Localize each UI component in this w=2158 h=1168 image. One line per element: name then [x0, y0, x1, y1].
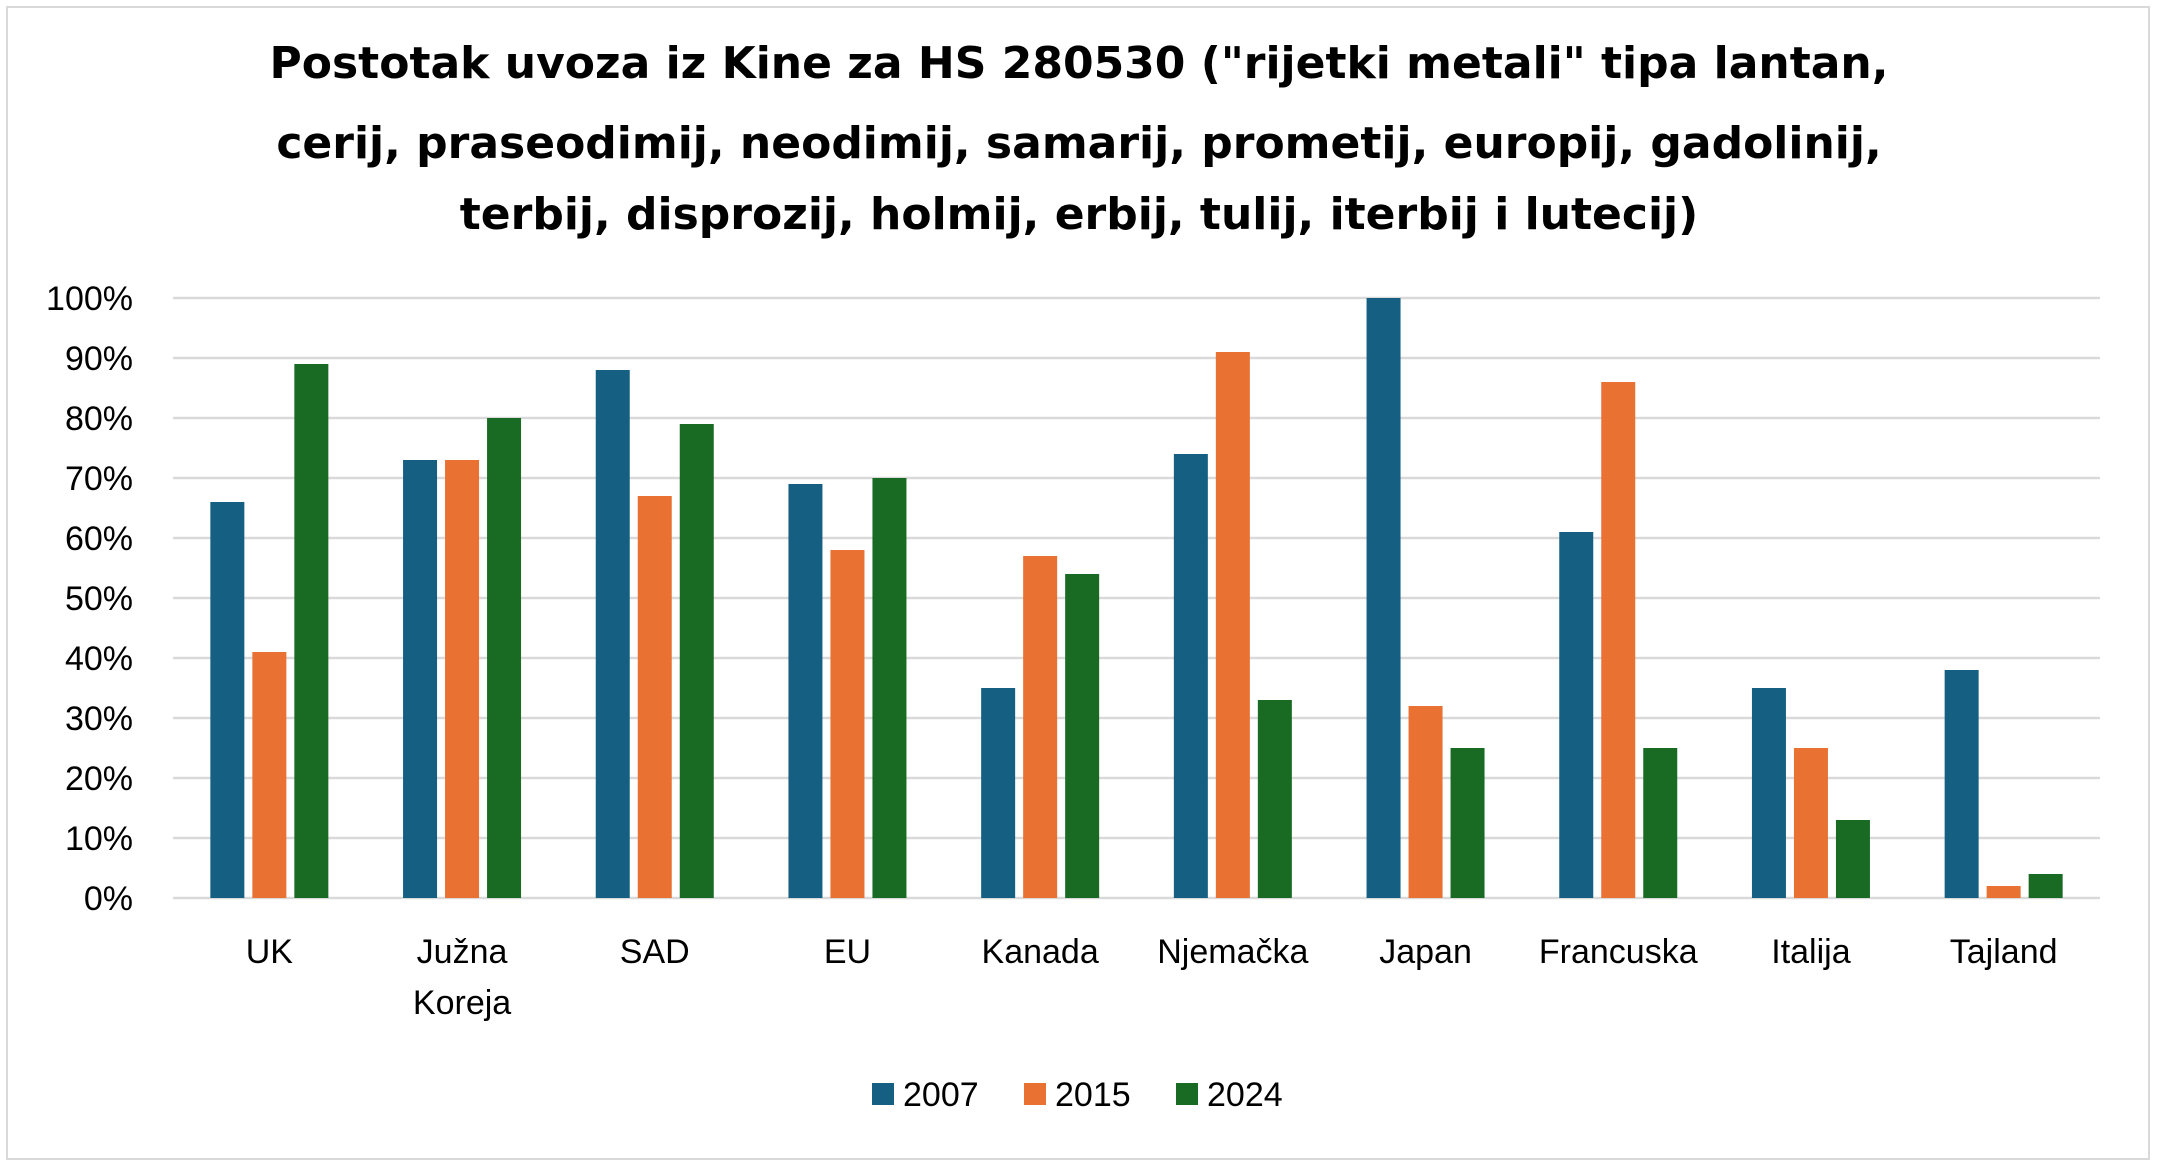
bar-2007 — [210, 502, 245, 898]
bar-2024 — [679, 424, 714, 898]
bar-2024 — [2028, 874, 2063, 898]
x-category-label: UK — [246, 933, 294, 971]
x-category-label: Tajland — [1950, 933, 2058, 971]
bar-2015 — [1793, 748, 1828, 898]
bar-2007 — [595, 370, 630, 898]
bar-2024 — [487, 418, 522, 898]
chart-title-line: Postotak uvoza iz Kine za HS 280530 ("ri… — [270, 38, 1889, 89]
bar-2015 — [830, 550, 865, 898]
x-category-label: Francuska — [1539, 933, 1698, 971]
bar-2015 — [1601, 382, 1636, 898]
bar-2015 — [1215, 352, 1250, 898]
y-tick-label: 10% — [65, 820, 133, 858]
bar-2024 — [872, 478, 907, 898]
x-category-label: Južna — [417, 933, 508, 971]
y-tick-label: 50% — [65, 580, 133, 618]
bar-2007 — [403, 460, 438, 898]
x-category-label: EU — [824, 933, 871, 971]
bar-2015 — [1986, 886, 2021, 898]
bar-2015 — [637, 496, 672, 898]
legend-swatch-2024 — [1176, 1083, 1198, 1105]
bar-2024 — [1643, 748, 1678, 898]
bar-2007 — [1751, 688, 1786, 898]
bar-2015 — [1408, 706, 1443, 898]
chart-title: Postotak uvoza iz Kine za HS 280530 ("ri… — [270, 38, 1889, 240]
x-category-label: Koreja — [413, 984, 511, 1022]
y-tick-label: 40% — [65, 640, 133, 678]
y-tick-label: 100% — [46, 280, 133, 318]
y-tick-label: 30% — [65, 700, 133, 738]
legend-swatch-2007 — [872, 1083, 894, 1105]
x-axis-categories: UK Južna Koreja SAD EU Kanada Njemačka Japan Fra… — [246, 933, 2058, 1022]
bar-2015 — [445, 460, 480, 898]
bar-2024 — [1065, 574, 1100, 898]
bar-2007 — [788, 484, 823, 898]
x-category-label: SAD — [620, 933, 690, 971]
y-tick-label: 60% — [65, 520, 133, 558]
y-tick-label: 20% — [65, 760, 133, 798]
chart-title-line: cerij, praseodimij, neodimij, samarij, p… — [276, 118, 1881, 169]
legend-label: 2015 — [1055, 1076, 1131, 1114]
bar-2007 — [1366, 298, 1401, 898]
bar-2024 — [294, 364, 329, 898]
y-tick-label: 80% — [65, 400, 133, 438]
x-category-label: Japan — [1379, 933, 1472, 971]
legend-label: 2024 — [1207, 1076, 1283, 1114]
bar-2007 — [1944, 670, 1979, 898]
x-category-label: Italija — [1771, 933, 1850, 971]
bar-2024 — [1835, 820, 1870, 898]
y-tick-label: 70% — [65, 460, 133, 498]
x-category-label: Kanada — [982, 933, 1099, 971]
legend: 2007 2015 2024 — [872, 1076, 1283, 1114]
chart-title-line: terbij, disprozij, holmij, erbij, tulij,… — [460, 189, 1699, 240]
y-tick-label: 0% — [84, 880, 133, 918]
bar-2024 — [1450, 748, 1485, 898]
legend-label: 2007 — [903, 1076, 979, 1114]
bar-2007 — [981, 688, 1016, 898]
bars — [210, 298, 2063, 898]
bar-2015 — [1023, 556, 1058, 898]
y-axis-ticks: 0% 10% 20% 30% 40% 50% 60% 70% 80% 90% 100% — [46, 280, 133, 918]
bar-2007 — [1559, 532, 1594, 898]
bar-2024 — [1257, 700, 1292, 898]
bar-2015 — [252, 652, 287, 898]
y-tick-label: 90% — [65, 340, 133, 378]
x-category-label: Njemačka — [1157, 933, 1308, 971]
bar-2007 — [1173, 454, 1208, 898]
legend-swatch-2015 — [1024, 1083, 1046, 1105]
